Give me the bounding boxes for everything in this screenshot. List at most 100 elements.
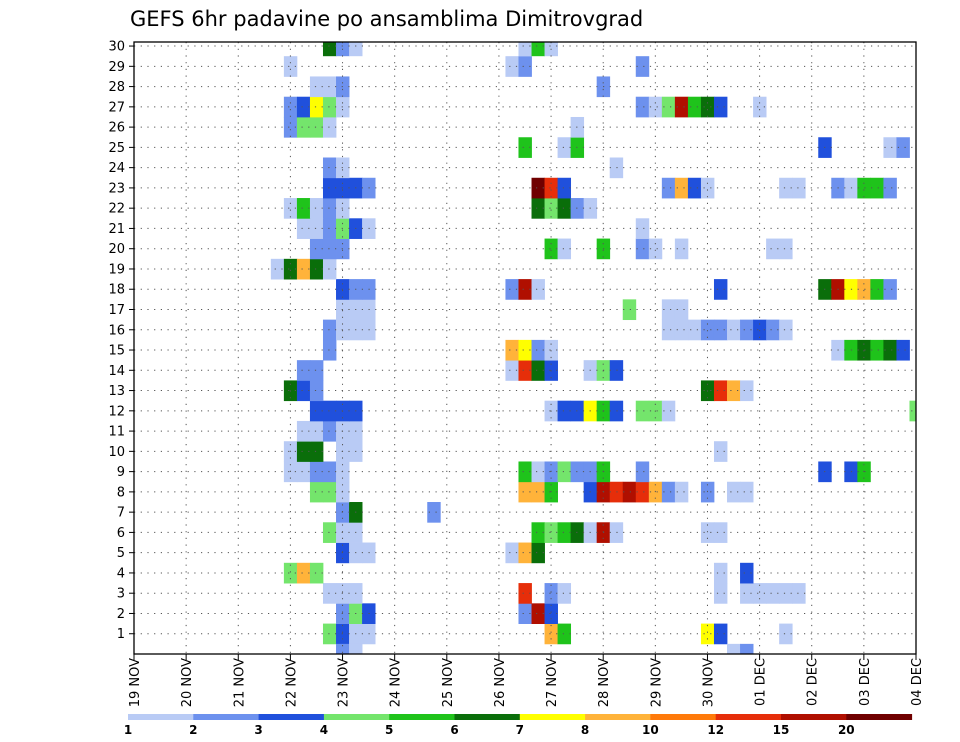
- colorbar-swatch: [389, 714, 455, 720]
- precip-cell: [727, 380, 741, 402]
- precip-cell: [544, 603, 558, 624]
- precip-cell: [753, 96, 767, 118]
- precip-cell: [322, 400, 337, 422]
- precip-cell: [687, 96, 702, 118]
- colorbar-swatch: [323, 714, 390, 720]
- x-tick-label: 04 DEC: [910, 658, 925, 706]
- precip-cell: [674, 238, 689, 260]
- precip-cell: [518, 56, 532, 77]
- x-tick-label: 22 NOV: [284, 658, 299, 707]
- precip-cell: [518, 137, 532, 158]
- y-tick-label: 23: [108, 181, 125, 196]
- precip-cell: [674, 481, 689, 503]
- precip-cell: [296, 562, 311, 584]
- precip-cell: [896, 137, 910, 158]
- cells-layer: [270, 42, 916, 654]
- colorbar-swatch: [128, 714, 194, 720]
- precip-cell: [427, 502, 441, 523]
- x-tick-label: 24 NOV: [389, 658, 404, 707]
- y-tick-label: 28: [108, 80, 125, 95]
- precip-cell: [713, 96, 728, 118]
- precip-cell: [322, 258, 337, 280]
- precip-cell: [322, 583, 337, 604]
- y-tick-label: 29: [108, 60, 125, 75]
- precip-cell: [531, 461, 545, 483]
- precip-cell: [283, 56, 298, 77]
- y-tick-label: 13: [108, 384, 125, 399]
- precip-cell: [792, 583, 806, 604]
- precip-cell: [674, 177, 689, 199]
- precip-cell: [322, 198, 337, 219]
- precip-cell: [322, 461, 337, 483]
- x-tick-label: 28 NOV: [597, 658, 612, 707]
- precip-cell: [883, 279, 897, 300]
- precip-cell: [531, 339, 545, 361]
- colorbar-label: 1: [124, 723, 132, 737]
- x-tick-label: 27 NOV: [545, 658, 560, 707]
- colorbar-label: 5: [385, 723, 393, 737]
- colorbar-label: 4: [320, 723, 328, 737]
- precip-cell: [336, 643, 350, 654]
- precip-cell: [322, 481, 337, 503]
- chart-title: GEFS 6hr padavine po ansamblima Dimitrov…: [130, 7, 643, 31]
- precip-cell: [674, 299, 689, 321]
- x-tick-label: 21 NOV: [232, 658, 247, 707]
- precip-cell: [296, 116, 311, 138]
- precip-cell: [713, 583, 728, 604]
- precip-cell: [322, 116, 337, 138]
- precip-cell: [661, 481, 676, 503]
- y-tick-label: 25: [108, 141, 125, 156]
- colorbar-swatch: [519, 714, 586, 720]
- precip-cell: [283, 96, 298, 118]
- precip-cell: [309, 360, 324, 381]
- y-tick-label: 17: [108, 303, 125, 318]
- precip-cell: [296, 380, 311, 402]
- precip-cell: [713, 441, 728, 462]
- precip-cell: [531, 542, 545, 564]
- precip-cell: [309, 116, 324, 138]
- precip-cell: [622, 481, 637, 503]
- y-tick-label: 6: [117, 526, 125, 541]
- precip-cell: [713, 623, 728, 645]
- precip-cell: [518, 42, 532, 57]
- colorbar-swatch: [650, 714, 717, 720]
- y-tick-label: 8: [117, 485, 125, 500]
- y-tick-label: 15: [108, 344, 125, 359]
- colorbar-swatch: [846, 714, 913, 720]
- precip-cell: [518, 461, 532, 483]
- precip-cell: [309, 562, 324, 584]
- precip-cell: [531, 360, 545, 381]
- precip-cell: [661, 400, 676, 422]
- precip-cell: [700, 522, 715, 543]
- precip-cell: [309, 420, 324, 442]
- precip-cell: [883, 339, 897, 361]
- gridlines: [134, 42, 916, 654]
- precip-cell: [270, 258, 285, 280]
- precip-cell: [674, 319, 689, 341]
- precip-cell: [557, 522, 572, 543]
- precip-cell: [557, 198, 572, 219]
- precip-cell: [713, 319, 728, 341]
- precip-cell: [518, 360, 532, 381]
- precip-cell: [740, 643, 754, 654]
- precip-cell: [296, 360, 311, 381]
- y-tick-label: 22: [108, 202, 125, 217]
- precip-cell: [505, 360, 519, 381]
- precip-cell: [883, 137, 897, 158]
- precip-cell: [309, 76, 324, 98]
- precip-cell: [661, 96, 676, 118]
- colorbar-label: 3: [254, 723, 262, 737]
- precip-cell: [518, 603, 532, 624]
- precip-cell: [544, 238, 558, 260]
- precip-cell: [531, 177, 545, 199]
- y-tick-label: 16: [108, 323, 125, 338]
- y-tick-label: 19: [108, 262, 125, 277]
- precip-cell: [740, 562, 754, 584]
- precip-cell: [309, 238, 324, 260]
- precip-cell: [857, 279, 871, 300]
- colorbar-swatch: [258, 714, 325, 720]
- precip-cell: [700, 623, 715, 645]
- precip-cell: [713, 380, 728, 402]
- precip-cell: [518, 481, 532, 503]
- x-tick-label: 23 NOV: [337, 658, 352, 707]
